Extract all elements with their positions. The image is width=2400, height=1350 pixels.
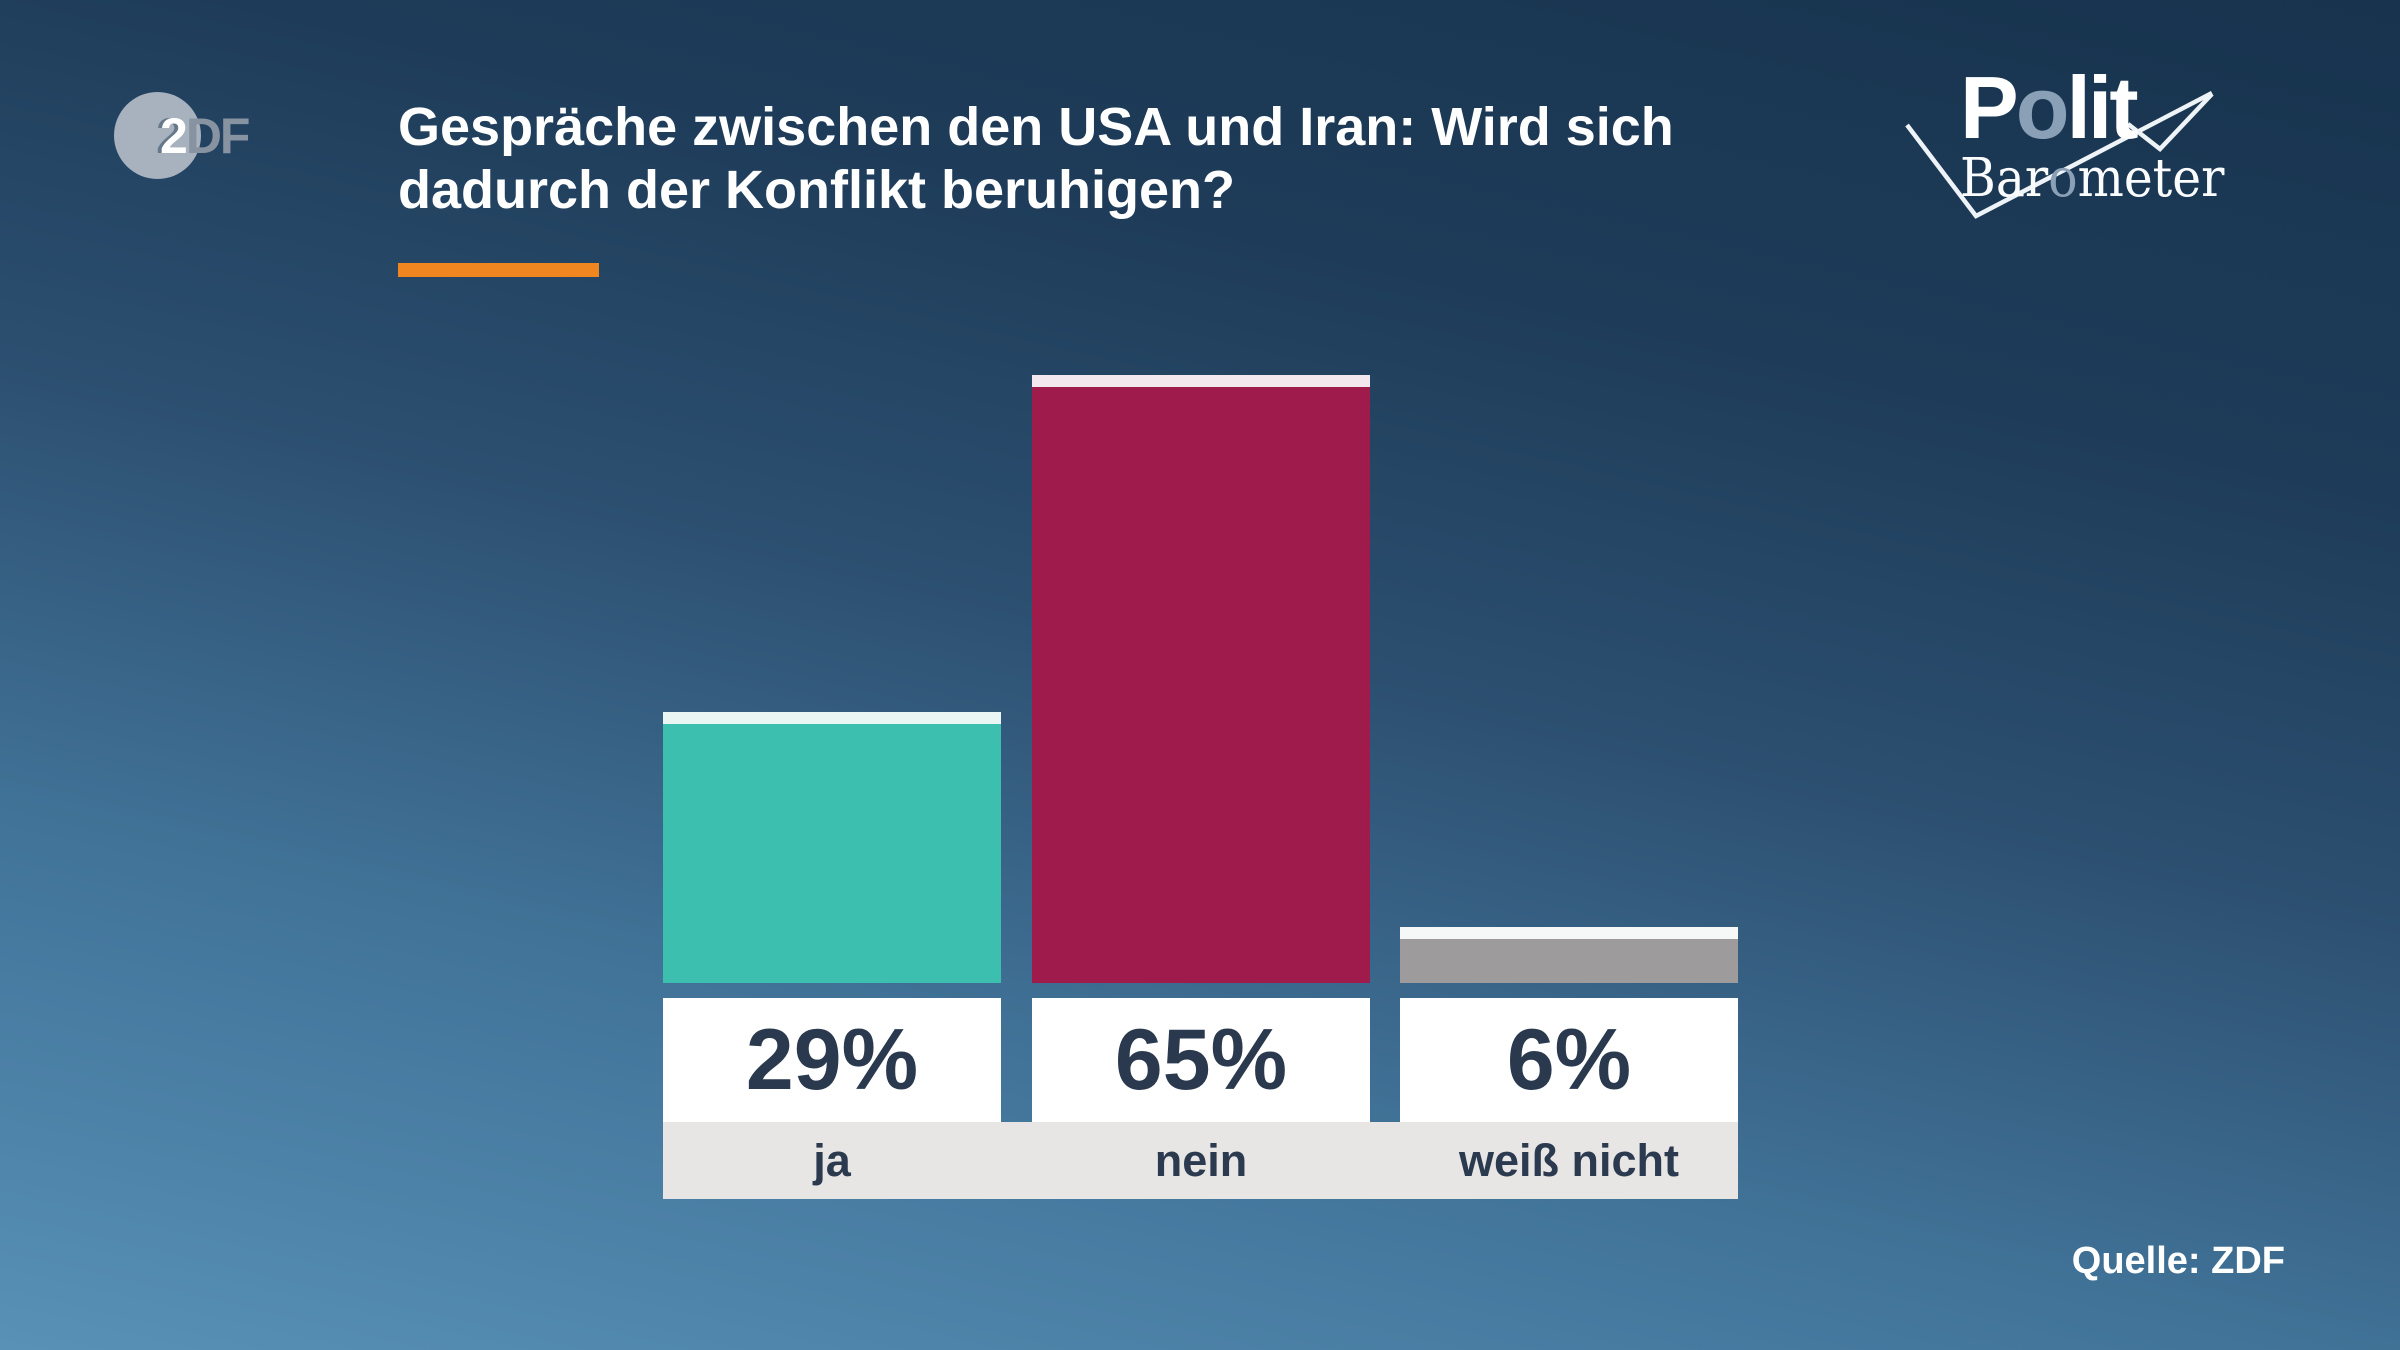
bar-body-weiss-nicht bbox=[1400, 939, 1738, 983]
question-title: Gespräche zwischen den USA und Iran: Wir… bbox=[398, 96, 1674, 222]
question-title-line2: dadurch der Konflikt beruhigen? bbox=[398, 160, 1236, 220]
zdf-logo: 2 DF bbox=[114, 92, 334, 179]
bar-cap-weiss-nicht bbox=[1400, 927, 1738, 939]
politbarometer-word-polit: Polit bbox=[1960, 58, 2139, 157]
zdf-logo-df: DF bbox=[185, 107, 251, 164]
politbarometer-logo: Polit Barometer bbox=[1905, 58, 2235, 233]
category-label-weiss-nicht: weiß nicht bbox=[1458, 1134, 1679, 1186]
title-underline bbox=[398, 263, 599, 277]
zdf-logo-text: 2 DF bbox=[160, 92, 251, 179]
zdf-logo-circle-icon bbox=[114, 92, 201, 179]
category-label-ja: ja bbox=[813, 1134, 851, 1186]
bar-cap-nein bbox=[1032, 375, 1370, 387]
value-box-weiss-nicht: 6% bbox=[1400, 998, 1738, 1122]
bar-cap-ja bbox=[663, 712, 1001, 724]
value-box-nein: 65% bbox=[1032, 998, 1370, 1122]
category-label-nein: nein bbox=[1154, 1134, 1248, 1186]
bar-ja bbox=[663, 712, 1001, 983]
category-label-strip: ja nein weiß nicht bbox=[663, 1122, 1738, 1199]
zdf-logo-2: 2 bbox=[160, 107, 188, 164]
bar-weiss-nicht bbox=[1400, 927, 1738, 983]
question-title-line1: Gespräche zwischen den USA und Iran: Wir… bbox=[398, 97, 1674, 157]
value-box-ja: 29% bbox=[663, 998, 1001, 1122]
politbarometer-word-barometer: Barometer bbox=[1960, 148, 2225, 209]
bar-body-nein bbox=[1032, 387, 1370, 983]
bar-nein bbox=[1032, 375, 1370, 983]
bar-body-ja bbox=[663, 724, 1001, 983]
politbarometer-checkmark-icon bbox=[1905, 91, 2214, 219]
source-credit: Quelle: ZDF bbox=[2071, 1240, 2285, 1282]
